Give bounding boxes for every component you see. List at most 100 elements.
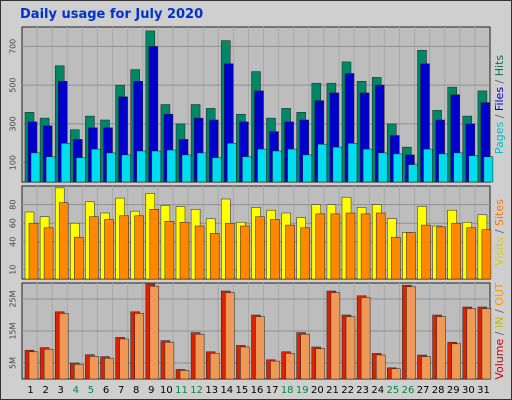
day-label-26: 26 — [402, 385, 415, 396]
legend-part: Hits — [493, 55, 506, 77]
bar-middle-sites-day-31 — [481, 229, 492, 280]
bar-top-pages-day-6 — [106, 152, 116, 183]
legend-part: Volume — [493, 338, 506, 379]
day-label-9: 9 — [148, 385, 154, 396]
panel-middle-tick-label: 80 — [9, 200, 18, 210]
bar-bottom-out-day-22 — [345, 316, 356, 380]
day-label-15: 15 — [236, 385, 249, 396]
bar-bottom-out-day-21 — [330, 292, 341, 380]
bar-top-pages-day-15 — [242, 156, 252, 183]
bar-bottom-out-day-26 — [406, 286, 416, 380]
day-label-18: 18 — [281, 385, 294, 396]
chart-title: Daily usage for July 2020 — [20, 7, 204, 22]
bar-top-pages-day-17 — [272, 150, 282, 183]
bar-middle-sites-day-3 — [58, 202, 69, 280]
day-label-28: 28 — [432, 385, 445, 396]
day-label-6: 6 — [103, 385, 109, 396]
panel-bottom-tick-label: 25M — [9, 290, 18, 307]
bar-middle-sites-day-1 — [28, 222, 39, 280]
bar-middle-sites-day-17 — [270, 219, 280, 280]
bar-middle-sites-day-29 — [451, 222, 461, 280]
bar-top-pages-day-20 — [317, 143, 328, 183]
day-label-23: 23 — [356, 385, 369, 396]
legend-part: IN — [493, 317, 506, 328]
bar-middle-sites-day-23 — [360, 213, 371, 280]
bar-top-pages-day-10 — [166, 149, 177, 183]
bar-top-pages-day-3 — [60, 143, 71, 183]
bar-bottom-out-day-23 — [360, 297, 371, 380]
bar-middle-sites-day-28 — [436, 226, 446, 280]
bar-middle-sites-day-14 — [225, 222, 235, 280]
panel-top-series-legend: Pages / Files / Hits — [493, 55, 506, 155]
bar-top-pages-day-26 — [408, 164, 418, 183]
panel-middle-tick-label: 40 — [9, 237, 18, 247]
day-label-13: 13 — [205, 385, 218, 396]
bar-middle-sites-day-4 — [74, 236, 84, 280]
bar-top-pages-day-7 — [121, 154, 131, 183]
panel-bottom-tick-label: 5M — [9, 357, 18, 369]
bar-bottom-out-day-9 — [149, 285, 160, 380]
bar-bottom-out-day-12 — [194, 333, 205, 380]
legend-part: / — [493, 226, 506, 237]
legend-part: Pages — [493, 122, 506, 155]
day-label-8: 8 — [133, 385, 139, 396]
bar-top-pages-day-12 — [196, 152, 207, 183]
legend-part: / — [493, 306, 506, 317]
bar-top-pages-day-31 — [483, 156, 494, 183]
bar-bottom-out-day-20 — [315, 348, 326, 380]
bar-top-pages-day-4 — [76, 157, 86, 183]
bar-middle-sites-day-13 — [209, 233, 220, 280]
panel-top-tick-label: 100 — [9, 155, 18, 170]
bar-top-pages-day-19 — [302, 154, 312, 183]
bar-bottom-out-day-19 — [300, 333, 310, 380]
day-label-17: 17 — [266, 385, 279, 396]
bar-top-pages-day-9 — [151, 150, 162, 183]
bar-middle-sites-day-16 — [255, 216, 265, 280]
panel-middle-series-legend: Visits / Sites — [493, 199, 506, 266]
bar-top-pages-day-18 — [287, 148, 297, 183]
day-label-14: 14 — [220, 385, 233, 396]
bar-middle-sites-day-27 — [421, 224, 431, 280]
bar-top-pages-day-22 — [347, 143, 358, 183]
bar-middle-sites-day-25 — [391, 236, 401, 280]
bar-middle-sites-day-15 — [240, 225, 250, 280]
bar-bottom-out-day-10 — [164, 341, 175, 380]
bar-bottom-out-day-29 — [451, 343, 461, 380]
day-label-27: 27 — [417, 385, 430, 396]
panel-top-tick-label: 700 — [9, 39, 18, 54]
bar-top-pages-day-29 — [453, 152, 463, 183]
bar-bottom-out-day-24 — [375, 354, 386, 380]
bar-bottom-out-day-16 — [255, 316, 265, 380]
bar-top-pages-day-13 — [211, 157, 222, 183]
bar-bottom-out-day-18 — [285, 353, 295, 380]
bar-bottom-out-day-4 — [74, 364, 84, 380]
bar-middle-sites-day-6 — [104, 219, 114, 280]
legend-part: / — [493, 111, 506, 122]
bar-middle-sites-day-10 — [164, 221, 175, 280]
panel-middle-tick-label: 10 — [9, 265, 18, 275]
bar-top-pages-day-14 — [227, 143, 237, 183]
day-label-30: 30 — [462, 385, 475, 396]
day-label-20: 20 — [311, 385, 324, 396]
day-label-19: 19 — [296, 385, 309, 396]
legend-part: / — [493, 76, 506, 87]
bar-top-pages-day-5 — [91, 148, 101, 183]
bar-bottom-out-day-6 — [104, 357, 114, 380]
bar-bottom-out-day-30 — [466, 308, 477, 380]
legend-part: Visits — [493, 236, 506, 265]
bar-top-pages-day-30 — [468, 155, 479, 183]
bar-top-pages-day-24 — [377, 152, 388, 183]
bar-bottom-out-day-5 — [89, 356, 99, 380]
bar-bottom-out-day-17 — [270, 360, 280, 380]
panel-top-tick-label: 500 — [9, 77, 18, 92]
legend-part: Sites — [493, 199, 506, 226]
day-label-29: 29 — [447, 385, 460, 396]
bar-middle-sites-day-9 — [149, 209, 160, 280]
day-label-11: 11 — [175, 385, 188, 396]
bar-middle-sites-day-21 — [330, 213, 341, 280]
legend-part: Files — [493, 87, 506, 111]
bar-bottom-out-day-27 — [421, 356, 431, 380]
panel-bottom-tick-label: 15M — [9, 322, 18, 339]
bar-bottom-out-day-1 — [28, 351, 39, 380]
